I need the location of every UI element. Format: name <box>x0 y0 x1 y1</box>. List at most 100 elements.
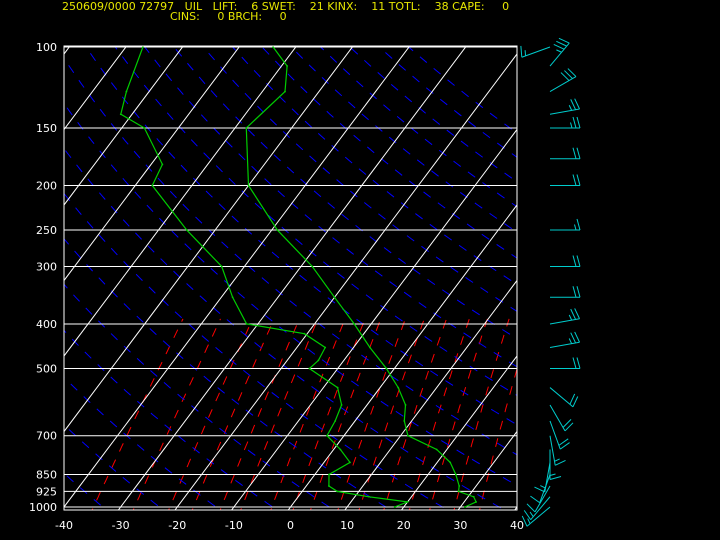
temperature-tick-label: -40 <box>55 519 73 532</box>
temperature-point <box>454 473 457 476</box>
dry-adiabat-line <box>260 46 517 259</box>
temperature-point <box>472 495 475 498</box>
wind-barb-half-flag <box>570 122 573 129</box>
mixing-ratio-line <box>240 318 319 510</box>
wind-barb-half-flag <box>574 224 577 231</box>
temperature-tick-label: -20 <box>168 519 186 532</box>
wind-barb-flag <box>570 308 577 320</box>
isotherm-line <box>64 46 354 433</box>
temperature-tick-label: 40 <box>510 519 524 532</box>
mixing-ratio-line <box>310 318 382 510</box>
isotherm-line <box>117 46 468 510</box>
dewpoint-point <box>231 296 234 299</box>
wind-barb-flag <box>572 174 577 186</box>
dewpoint-point <box>328 473 330 476</box>
wind-barb-half-flag <box>540 485 546 489</box>
temperature-axis: -40 -30 -20 -10 0 10 20 30 40 <box>55 519 524 532</box>
wind-barb <box>550 357 581 370</box>
pressure-tick-label: 400 <box>36 318 57 331</box>
dewpoint-point <box>220 265 223 268</box>
dry-adiabat-line <box>64 192 449 510</box>
wind-barb <box>549 331 580 348</box>
isotherm-line <box>64 46 184 206</box>
temperature-point <box>311 265 314 268</box>
plot-area <box>64 46 517 510</box>
dry-adiabat-line <box>64 376 221 510</box>
wind-barb <box>534 462 551 493</box>
header-line-2: CINS: 0 BRCH: 0 <box>170 10 287 23</box>
temperature-point <box>276 229 279 231</box>
wind-barb-half-flag <box>529 511 534 517</box>
dry-adiabat-line <box>406 46 517 134</box>
wind-barb <box>549 37 570 67</box>
wind-barb-flag <box>564 422 574 432</box>
plot-frame <box>63 45 518 511</box>
wind-barb-flag <box>564 70 573 79</box>
temperature-point <box>457 490 460 493</box>
isotherm-line <box>174 53 517 510</box>
wind-barb-flag <box>574 98 580 110</box>
temperature-point <box>475 501 477 503</box>
wind-barb-half-flag <box>568 338 573 344</box>
isotherm-line <box>64 46 128 131</box>
temperature-point <box>435 448 438 451</box>
wind-barb-shaft <box>549 318 580 325</box>
wind-barb <box>550 174 581 186</box>
mixing-ratio-line <box>383 318 447 510</box>
profiles <box>119 46 477 508</box>
temperature-tick-label: 30 <box>453 519 467 532</box>
wind-barb-flag <box>523 510 532 521</box>
isotherms <box>64 46 517 510</box>
dewpoint-point <box>185 229 188 231</box>
wind-barb-half-flag <box>556 49 562 53</box>
mixing-ratio-line <box>358 318 425 510</box>
temperature-tick-label: 10 <box>340 519 354 532</box>
wind-barb-flag <box>558 37 570 44</box>
temperature-point <box>397 386 400 389</box>
wind-barb-flag <box>572 147 577 159</box>
dewpoint-point <box>349 461 351 464</box>
dewpoint-point <box>340 404 343 406</box>
isobars <box>64 46 517 508</box>
dry-adiabat-line <box>64 283 335 510</box>
wind-barb-flag <box>570 332 577 344</box>
mixing-ratio-line <box>337 318 406 510</box>
dry-adiabat-line <box>172 46 517 340</box>
wind-barb-flag <box>549 476 562 481</box>
wind-barb-flag <box>559 442 570 450</box>
dewpoint-trace <box>120 46 410 508</box>
mixing-ratio-line <box>270 318 346 510</box>
header-line-1: 250609/0000 72797 UIL LIFT: 6 SWET: 21 K… <box>62 0 509 13</box>
wind-barb-flag <box>572 396 579 408</box>
wind-barb-flag <box>569 393 576 405</box>
dry-adiabat-line <box>64 472 108 510</box>
temperature-tick-label: -30 <box>112 519 130 532</box>
isotherm-line <box>457 430 517 510</box>
wind-barb <box>550 255 581 267</box>
dry-adiabat-line <box>348 46 517 183</box>
isotherm-line <box>400 355 517 510</box>
dewpoint-point <box>143 127 146 129</box>
wind-barb <box>549 98 580 115</box>
wind-barb-flag <box>570 99 577 110</box>
dewpoint-point <box>161 163 164 166</box>
dewpoint-point <box>339 448 342 451</box>
mixing-ratio-line <box>168 318 254 510</box>
wind-barb-shaft <box>549 420 561 450</box>
wind-barb-flag <box>558 438 569 446</box>
temperature-point <box>284 90 286 93</box>
wind-barb-shaft <box>521 46 551 58</box>
isotherm-line <box>344 279 517 510</box>
wind-barb <box>550 147 581 160</box>
pressure-tick-label: 150 <box>36 122 57 135</box>
wind-barb-flag <box>560 72 570 81</box>
pressure-tick-label: 500 <box>36 363 57 376</box>
dry-adiabat-line <box>64 57 517 456</box>
dewpoint-point <box>336 490 339 493</box>
wind-barbs <box>520 37 581 527</box>
wind-barb <box>549 404 574 432</box>
dewpoint-point <box>368 495 370 498</box>
wind-barb <box>549 68 577 93</box>
wind-barb-shaft <box>549 387 574 408</box>
wind-barb-flag <box>562 419 572 428</box>
